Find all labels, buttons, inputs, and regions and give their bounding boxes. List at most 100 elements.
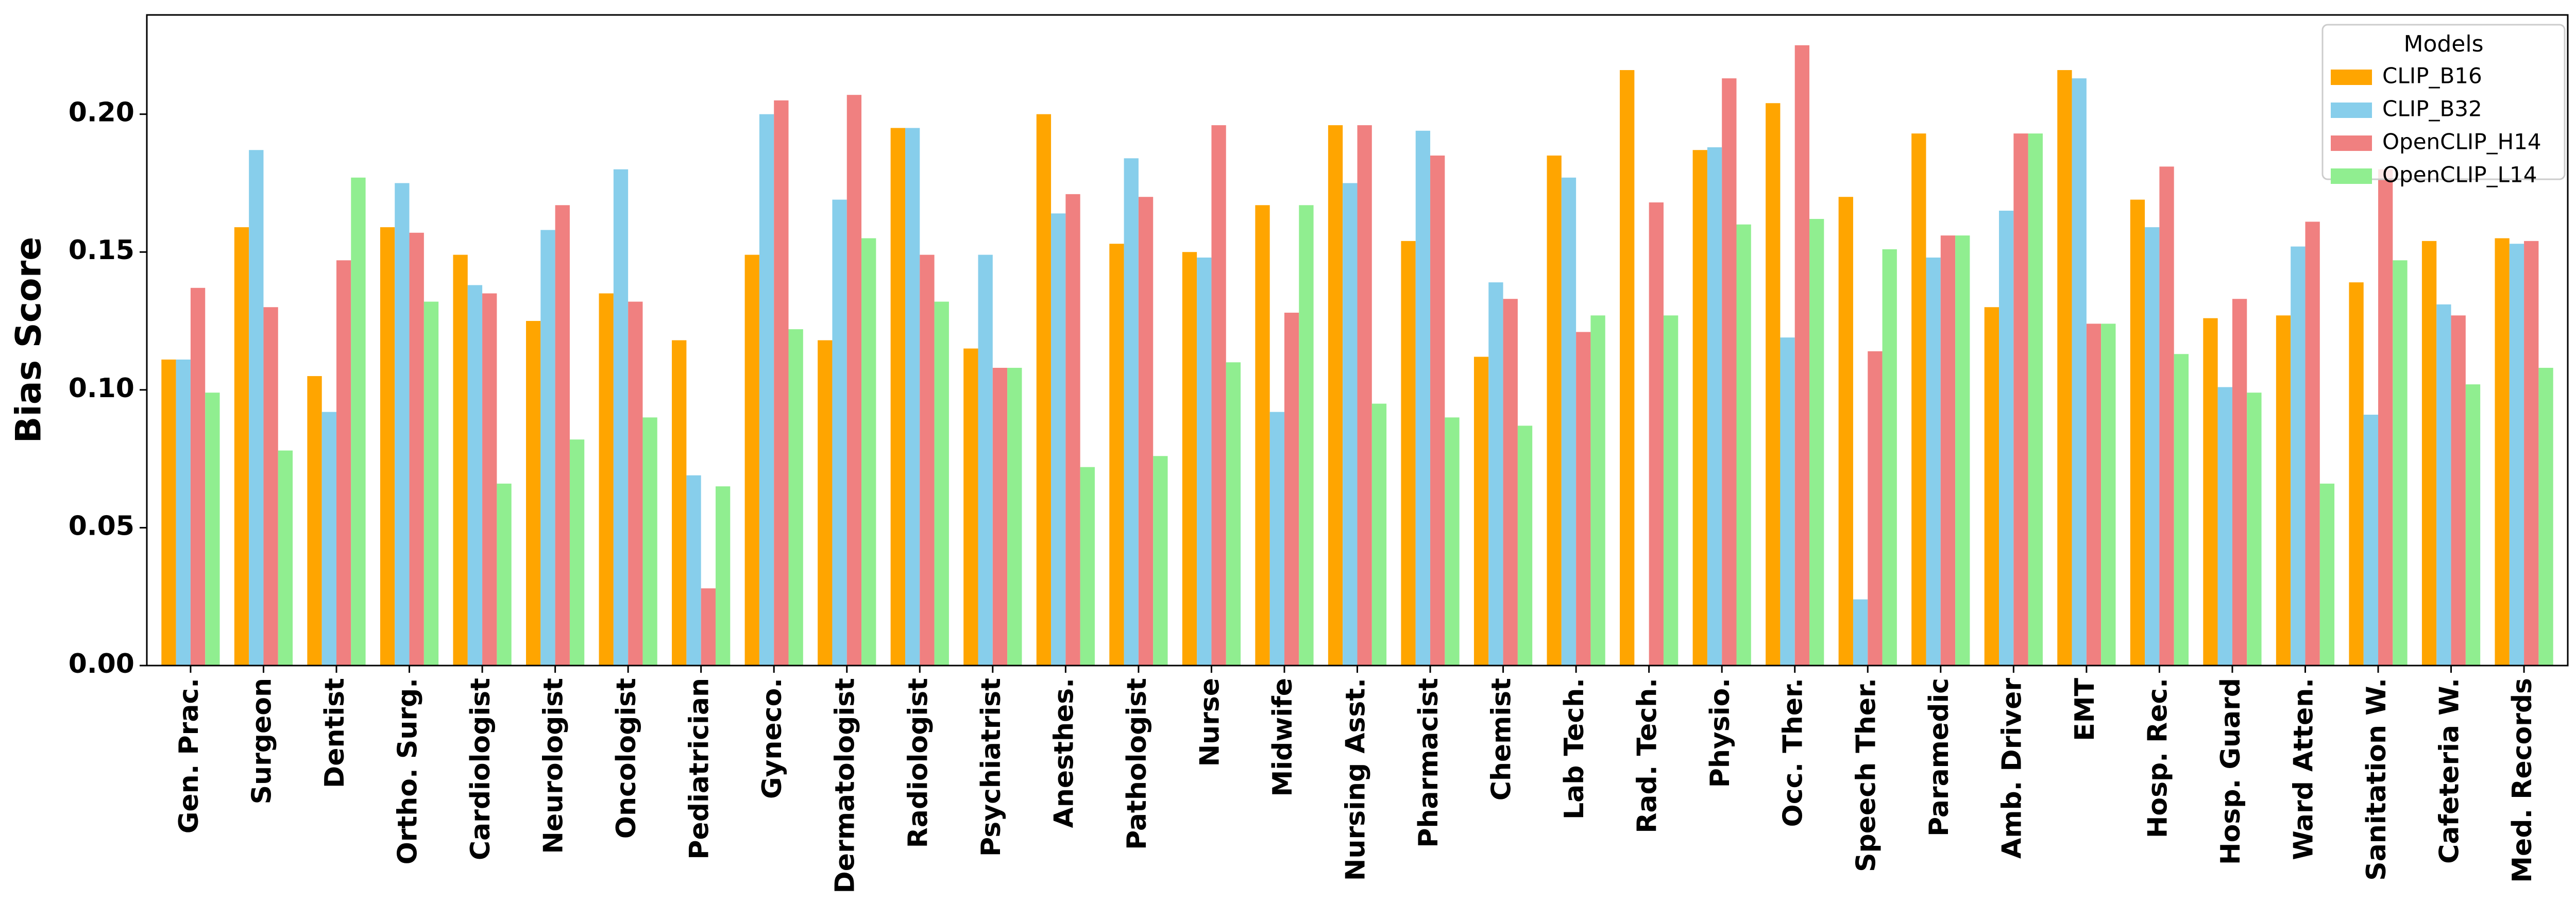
bar bbox=[234, 227, 249, 666]
bar bbox=[1299, 205, 1314, 666]
legend-swatch bbox=[2331, 70, 2372, 85]
x-tick-label: Dentist bbox=[319, 678, 350, 788]
legend: Models CLIP_B16 CLIP_B32 OpenCLIP_H14 OpenCL… bbox=[2321, 24, 2566, 188]
bar bbox=[2436, 304, 2451, 666]
bar bbox=[569, 439, 585, 666]
bar bbox=[2393, 260, 2408, 666]
x-tick-label: Hosp. Rec. bbox=[2142, 678, 2173, 838]
x-tick-label: Dermatologist bbox=[830, 678, 861, 893]
bar bbox=[920, 254, 935, 666]
bar bbox=[555, 205, 570, 666]
x-tick-label: Gyneco. bbox=[757, 678, 788, 799]
bar bbox=[1853, 599, 1868, 666]
bar bbox=[2319, 483, 2335, 666]
bar bbox=[467, 285, 483, 666]
x-tick-label: Ortho. Surg. bbox=[393, 678, 423, 864]
bar bbox=[2378, 169, 2393, 666]
bar bbox=[715, 486, 731, 666]
bar bbox=[2495, 238, 2510, 666]
bar bbox=[1255, 205, 1270, 666]
bar bbox=[1692, 150, 1707, 666]
bar bbox=[1649, 202, 1664, 666]
bar bbox=[1576, 332, 1591, 666]
bar bbox=[2305, 222, 2320, 666]
bar bbox=[2145, 227, 2160, 666]
bar bbox=[1722, 78, 1737, 666]
x-tick-label: Hosp. Guard bbox=[2215, 678, 2246, 865]
bar bbox=[2421, 241, 2437, 666]
bar bbox=[890, 128, 905, 666]
bar bbox=[2509, 244, 2524, 666]
bar bbox=[2451, 315, 2466, 666]
x-tick-label: Physio. bbox=[1705, 678, 1736, 788]
bar bbox=[905, 128, 920, 666]
bar bbox=[2276, 315, 2291, 666]
bar bbox=[1955, 235, 1970, 666]
x-tick-label: Psychiatrist bbox=[976, 678, 1007, 857]
bar bbox=[1343, 183, 1358, 666]
x-tick-label: Neurologist bbox=[538, 678, 569, 854]
bar bbox=[1547, 155, 1562, 666]
bar bbox=[1736, 224, 1751, 666]
bar bbox=[1517, 426, 1533, 666]
legend-swatch bbox=[2331, 135, 2372, 151]
x-tick-label: Midwife bbox=[1267, 678, 1298, 797]
y-tick-label: 0.15 bbox=[69, 235, 134, 266]
bar bbox=[818, 340, 833, 666]
y-tick-label: 0.00 bbox=[69, 649, 134, 679]
plot-frame bbox=[146, 14, 2569, 667]
bar bbox=[1036, 114, 1052, 666]
bar bbox=[2057, 70, 2072, 666]
y-axis-label: Bias Score bbox=[9, 237, 49, 444]
bar bbox=[540, 230, 555, 666]
bar bbox=[2072, 78, 2087, 666]
bar bbox=[1940, 235, 1956, 666]
y-tick-label: 0.20 bbox=[69, 97, 134, 128]
bar bbox=[2465, 384, 2481, 666]
bar bbox=[278, 450, 293, 666]
bar bbox=[380, 227, 395, 666]
bar bbox=[2349, 282, 2364, 666]
y-tick-label: 0.10 bbox=[69, 373, 134, 404]
x-tick-label: Rad. Tech. bbox=[1632, 678, 1663, 833]
bar bbox=[205, 393, 220, 666]
bar bbox=[1868, 351, 1883, 666]
bar bbox=[992, 368, 1008, 666]
bar bbox=[161, 359, 176, 666]
bar bbox=[1984, 307, 1999, 666]
x-tick-label: Gen. Prac. bbox=[174, 678, 205, 833]
bar bbox=[423, 301, 439, 666]
x-tick-label: Surgeon bbox=[246, 678, 277, 804]
bar bbox=[1473, 356, 1489, 666]
bar bbox=[978, 254, 993, 666]
bar bbox=[861, 238, 876, 666]
x-tick-label: Cafeteria W. bbox=[2434, 678, 2465, 864]
legend-label: CLIP_B32 bbox=[2382, 96, 2482, 122]
bar bbox=[1153, 456, 1168, 666]
bar bbox=[453, 254, 468, 666]
bar bbox=[526, 321, 541, 666]
x-tick-label: Amb. Driver bbox=[1996, 678, 2027, 859]
x-tick-label: Pathologist bbox=[1122, 678, 1153, 850]
x-tick-label: Ward Atten. bbox=[2288, 678, 2319, 860]
bar bbox=[1065, 194, 1080, 666]
bar bbox=[1999, 210, 2014, 666]
bar bbox=[263, 307, 278, 666]
bar bbox=[2013, 133, 2028, 666]
bar bbox=[1488, 282, 1503, 666]
bar bbox=[1197, 257, 1212, 666]
bar bbox=[2524, 241, 2539, 666]
bar bbox=[701, 588, 716, 666]
x-tick-label: Med. Records bbox=[2507, 678, 2538, 883]
bar bbox=[1561, 177, 1577, 666]
bar bbox=[1401, 241, 1416, 666]
x-tick-label: Radiologist bbox=[903, 678, 934, 848]
x-tick-label: Paramedic bbox=[1924, 678, 1955, 837]
bar bbox=[2247, 393, 2262, 666]
bar bbox=[321, 412, 336, 666]
x-tick-label: Pediatrician bbox=[684, 678, 715, 860]
bar bbox=[686, 475, 701, 666]
bar bbox=[1109, 244, 1124, 666]
x-tick-label: Chemist bbox=[1486, 678, 1517, 801]
